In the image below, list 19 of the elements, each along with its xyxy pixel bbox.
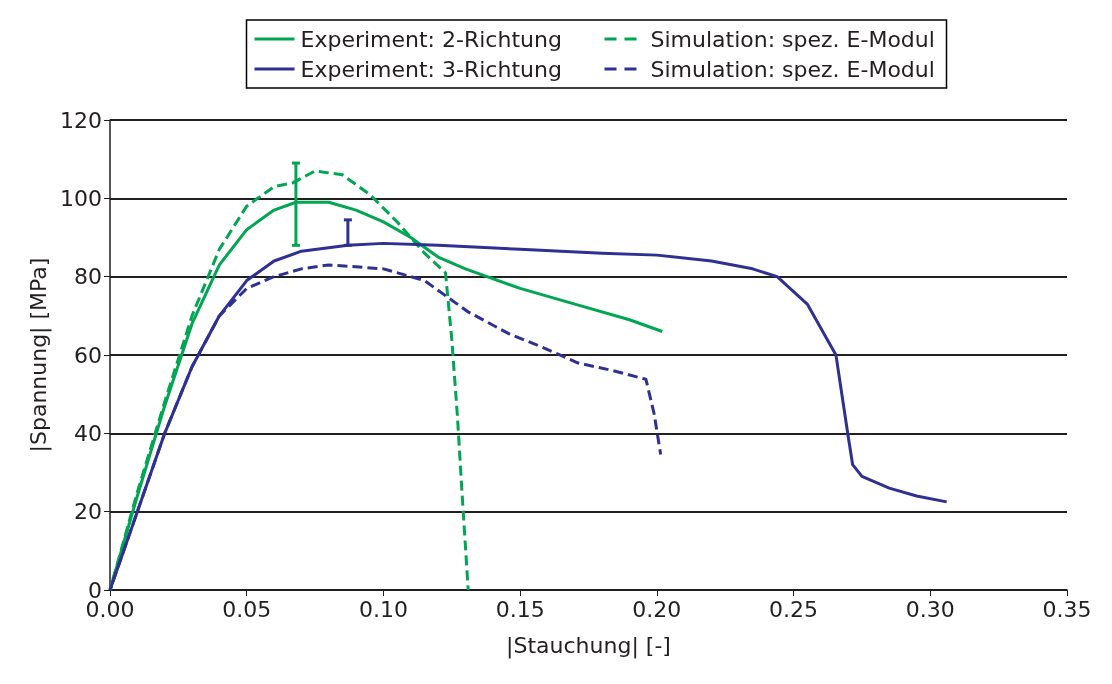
y-tick-label: 40 bbox=[74, 420, 102, 446]
x-tick-label: 0.05 bbox=[222, 596, 272, 622]
y-tick-label: 20 bbox=[74, 499, 102, 525]
x-tick-label: 0.15 bbox=[495, 596, 545, 622]
x-tick-label: 0.20 bbox=[632, 596, 682, 622]
legend-label: Experiment: 3-Richtung bbox=[300, 56, 562, 82]
y-tick-label: 60 bbox=[74, 342, 102, 368]
y-axis-title: |Spannung| [MPa] bbox=[25, 257, 52, 453]
legend-label: Simulation: spez. E-Modul bbox=[650, 26, 935, 52]
x-tick-label: 0.10 bbox=[358, 596, 408, 622]
x-tick-label: 0.35 bbox=[1042, 596, 1092, 622]
x-tick-label: 0.25 bbox=[769, 596, 819, 622]
legend-label: Simulation: spez. E-Modul bbox=[650, 56, 935, 82]
x-tick-label: 0.30 bbox=[905, 596, 955, 622]
legend-label: Experiment: 2-Richtung bbox=[300, 26, 562, 52]
y-tick-label: 100 bbox=[60, 185, 102, 211]
y-tick-label: 80 bbox=[74, 264, 102, 290]
y-tick-label: 120 bbox=[60, 107, 102, 133]
x-axis-title: |Stauchung| [-] bbox=[506, 632, 671, 659]
